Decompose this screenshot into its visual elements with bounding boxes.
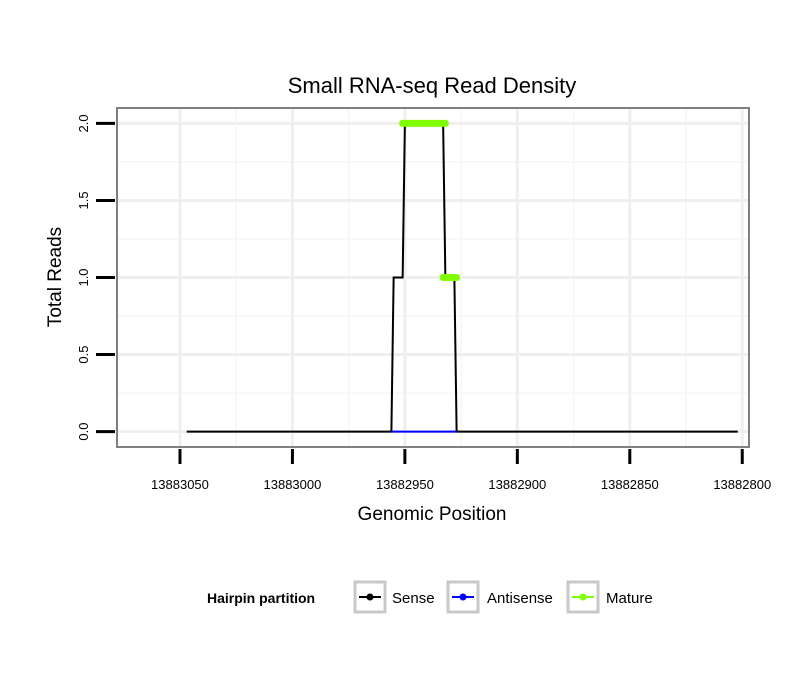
- x-axis: 13883050 13883000 13882950 13882900 13882850…: [151, 449, 771, 492]
- legend-item-mature: Mature: [566, 580, 653, 614]
- x-tick-label: 13883050: [151, 477, 209, 492]
- y-tick-label: 1.5: [76, 191, 91, 209]
- x-tick-label: 13882850: [601, 477, 659, 492]
- series-layer: [186, 119, 738, 433]
- legend: Hairpin partition Sense Antisense Mature: [207, 580, 653, 614]
- legend-label: Antisense: [487, 590, 553, 607]
- y-tick-label: 0.0: [76, 423, 91, 441]
- legend-label: Sense: [392, 590, 435, 607]
- x-axis-title: Genomic Position: [358, 504, 507, 525]
- chart-title: Small RNA-seq Read Density: [288, 73, 577, 98]
- legend-item-antisense: Antisense: [446, 580, 553, 614]
- x-tick-label: 13882950: [376, 477, 434, 492]
- y-tick-label: 0.5: [76, 346, 91, 364]
- x-tick-label: 13883000: [264, 477, 322, 492]
- legend-items: Sense Antisense Mature: [353, 580, 653, 614]
- y-axis: 0.0 0.5 1.0 1.5 2.0: [76, 114, 115, 441]
- x-tick-label: 13882900: [488, 477, 546, 492]
- x-tick-label: 13882800: [713, 477, 771, 492]
- legend-key-dot: [459, 593, 467, 601]
- y-tick-label: 1.0: [76, 268, 91, 286]
- legend-item-sense: Sense: [353, 580, 435, 614]
- grid: [117, 108, 749, 447]
- legend-key-dot: [366, 593, 374, 601]
- legend-key-dot: [579, 593, 587, 601]
- y-tick-label: 2.0: [76, 114, 91, 132]
- y-axis-title: Total Reads: [45, 227, 66, 327]
- legend-label: Mature: [606, 590, 653, 607]
- plot-border: [116, 107, 750, 448]
- legend-title: Hairpin partition: [207, 590, 315, 606]
